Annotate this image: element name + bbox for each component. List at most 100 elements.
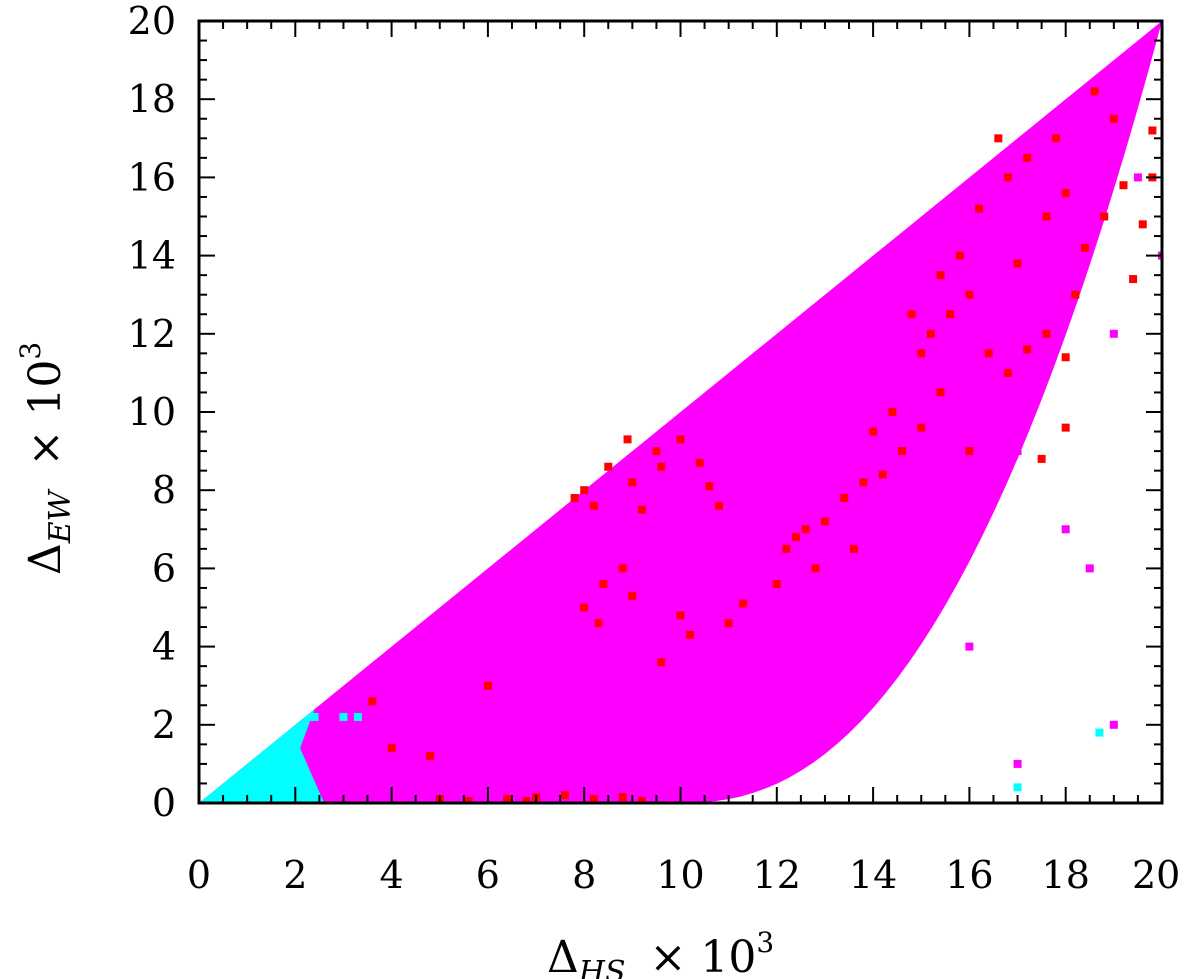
x-tick-label-20: 20 — [1132, 853, 1180, 897]
y-tick-label-10: 10 — [128, 390, 176, 434]
point-s1-41 — [1023, 345, 1032, 354]
y-tick-label-0: 0 — [152, 781, 176, 825]
point-s0-6 — [869, 603, 878, 612]
point-s1-8 — [623, 435, 632, 444]
point-s1-36 — [926, 329, 935, 338]
point-s1-56 — [1090, 87, 1099, 96]
point-s1-65 — [1071, 290, 1080, 299]
point-s1-24 — [801, 525, 810, 534]
x-axis-symbol: Δ — [547, 932, 579, 979]
point-s1-14 — [599, 580, 608, 589]
y-axis-label: ΔEW × 103 — [14, 342, 78, 575]
y-tick-labels: 0 2 4 6 8 10 12 14 16 18 20 — [128, 0, 176, 825]
point-s1-7 — [570, 494, 579, 503]
point-s1-54 — [1148, 126, 1157, 135]
point-s2-4 — [310, 712, 319, 721]
x-axis-label: ΔHS × 103 — [547, 926, 774, 979]
x-axis-subscript: HS — [578, 955, 626, 979]
x-tick-label-2: 2 — [283, 853, 307, 897]
point-s1-10 — [695, 458, 704, 467]
point-s1-34 — [917, 423, 926, 432]
point-s1-12 — [715, 501, 724, 510]
x-tick-label-16: 16 — [945, 853, 993, 897]
point-s1-52 — [1119, 181, 1128, 190]
point-s1-5 — [637, 505, 646, 514]
point-s1-15 — [618, 564, 627, 573]
point-s2-7 — [1013, 783, 1022, 792]
point-s1-77 — [618, 793, 627, 802]
point-s1-17 — [628, 591, 637, 600]
point-s1-68 — [869, 427, 878, 436]
x-tick-label-14: 14 — [849, 853, 897, 897]
y-tick-label-14: 14 — [128, 234, 176, 278]
point-s1-46 — [1003, 173, 1012, 182]
point-s1-76 — [589, 795, 598, 803]
x-axis-multiplier: × 10 — [650, 932, 757, 979]
point-s2-1 — [243, 779, 252, 788]
point-s1-4 — [676, 435, 685, 444]
point-s0-1 — [435, 720, 444, 729]
y-tick-label-4: 4 — [152, 625, 176, 669]
point-s1-3 — [652, 447, 661, 456]
point-s1-25 — [820, 517, 829, 526]
point-s1-1 — [604, 462, 613, 471]
point-s1-30 — [792, 533, 801, 542]
x-tick-label-10: 10 — [656, 853, 704, 897]
data-points — [219, 87, 1162, 803]
x-tick-label-12: 12 — [753, 853, 801, 897]
y-tick-label-2: 2 — [152, 703, 176, 747]
x-tick-label-0: 0 — [187, 853, 211, 897]
point-s1-20 — [657, 658, 666, 667]
point-s0-5 — [772, 681, 781, 690]
y-axis-symbol: Δ — [20, 543, 71, 575]
point-s1-35 — [936, 388, 945, 397]
point-s2-8 — [1095, 728, 1104, 737]
point-s1-38 — [965, 290, 974, 299]
point-s1-57 — [1052, 134, 1061, 143]
y-tick-label-18: 18 — [128, 77, 176, 121]
x-tick-labels: 0 2 4 6 8 10 12 14 16 18 20 — [187, 853, 1180, 897]
point-s1-47 — [1023, 153, 1032, 162]
point-s1-70 — [1037, 454, 1046, 463]
point-s2-6 — [353, 712, 362, 721]
point-s1-19 — [686, 630, 695, 639]
point-s0-4 — [676, 603, 685, 612]
point-s1-0 — [580, 486, 589, 495]
point-s1-27 — [859, 478, 868, 487]
point-s2-2 — [267, 767, 276, 776]
point-s1-48 — [1042, 212, 1051, 221]
x-tick-label-18: 18 — [1042, 853, 1090, 897]
point-s1-72 — [464, 797, 473, 803]
point-s1-39 — [984, 349, 993, 358]
point-s1-9 — [657, 462, 666, 471]
point-s1-13 — [580, 603, 589, 612]
axis-ticks — [198, 20, 1163, 804]
point-s1-58 — [994, 134, 1003, 143]
y-tick-label-8: 8 — [152, 468, 176, 512]
point-s1-59 — [1129, 275, 1138, 284]
y-axis-subscript: EW — [43, 488, 78, 544]
point-s1-75 — [560, 791, 569, 800]
x-axis-exponent: 3 — [756, 926, 774, 959]
point-s1-23 — [782, 544, 791, 553]
point-s1-37 — [946, 310, 955, 319]
point-s0-9 — [1061, 525, 1070, 534]
y-axis-exponent: 3 — [14, 342, 47, 360]
point-s0-7 — [917, 486, 926, 495]
point-s0-0 — [339, 759, 348, 768]
point-s1-31 — [849, 544, 858, 553]
x-tick-label-4: 4 — [380, 853, 404, 897]
point-s1-45 — [975, 204, 984, 213]
point-s1-82 — [426, 752, 435, 761]
point-s1-53 — [1138, 220, 1147, 229]
point-s0-10 — [1109, 329, 1118, 338]
point-s1-18 — [676, 611, 685, 620]
x-tick-label-8: 8 — [572, 853, 596, 897]
point-s1-62 — [907, 310, 916, 319]
point-s1-78 — [637, 797, 646, 803]
point-s1-32 — [878, 470, 887, 479]
point-s0-12 — [965, 642, 974, 651]
point-s1-29 — [772, 580, 781, 589]
point-s1-67 — [888, 408, 897, 416]
